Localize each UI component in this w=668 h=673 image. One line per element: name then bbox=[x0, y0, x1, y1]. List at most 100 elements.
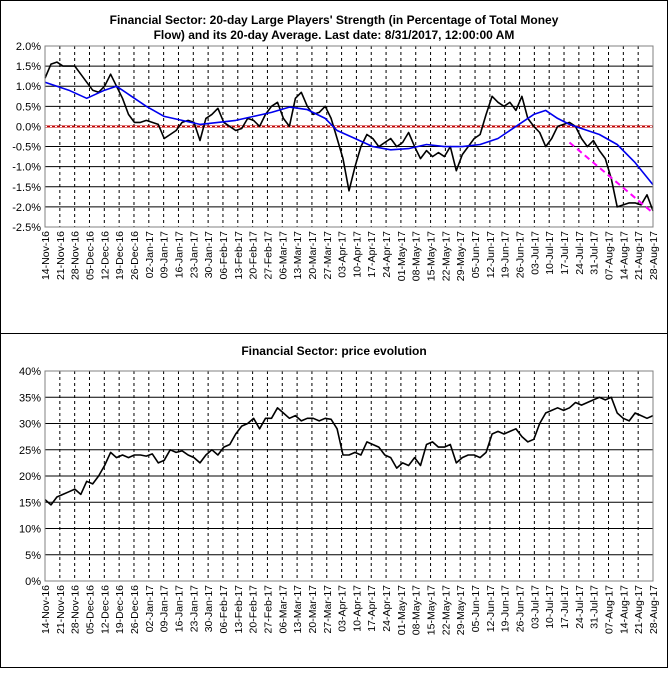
x-tick-label: 29-May-17 bbox=[455, 585, 467, 635]
series-line-1 bbox=[44, 61, 654, 212]
y-tick-label: 0.0% bbox=[16, 121, 41, 133]
x-tick-label: 05-Dec-16 bbox=[84, 231, 96, 280]
x-tick-label: 10-Apr-17 bbox=[351, 231, 363, 278]
x-tick-label: 10-Apr-17 bbox=[351, 585, 363, 632]
x-tick-label: 21-Aug-17 bbox=[633, 231, 645, 280]
y-tick-label: -0.5% bbox=[12, 142, 41, 154]
x-tick-label: 06-Mar-17 bbox=[277, 585, 289, 634]
x-tick-label: 08-May-17 bbox=[411, 231, 423, 281]
y-tick-label: 0% bbox=[25, 576, 41, 588]
x-tick-label: 26-Jun-17 bbox=[515, 231, 527, 278]
x-tick-label: 14-Nov-16 bbox=[40, 585, 52, 634]
series-line-3 bbox=[568, 141, 654, 214]
x-tick-label: 03-Jul-17 bbox=[529, 585, 541, 629]
x-tick-label: 13-Feb-17 bbox=[233, 585, 245, 634]
x-tick-label: 31-Jul-17 bbox=[589, 585, 601, 629]
x-tick-label: 27-Mar-17 bbox=[322, 231, 334, 280]
x-tick-label: 06-Mar-17 bbox=[277, 231, 289, 280]
x-tick-label: 05-Jun-17 bbox=[470, 231, 482, 278]
x-tick-label: 23-Jan-17 bbox=[188, 585, 200, 632]
x-tick-label: 21-Aug-17 bbox=[633, 585, 645, 634]
strength-chart-plot-area bbox=[44, 45, 654, 228]
y-tick-label: 20% bbox=[19, 471, 41, 483]
x-tick-label: 12-Jun-17 bbox=[485, 585, 497, 632]
x-tick-label: 01-May-17 bbox=[396, 231, 408, 281]
strength-chart-x-axis: 14-Nov-16 21-Nov-16 28-Nov-16 05-Dec-16 12-D… bbox=[40, 231, 660, 281]
x-tick-label: 19-Dec-16 bbox=[114, 231, 126, 280]
x-tick-label: 07-Aug-17 bbox=[604, 585, 616, 634]
price-chart-plot-area bbox=[44, 370, 654, 582]
x-tick-label: 09-Jan-17 bbox=[159, 585, 171, 632]
x-tick-label: 24-Apr-17 bbox=[381, 231, 393, 278]
x-tick-label: 09-Jan-17 bbox=[159, 231, 171, 278]
x-tick-label: 10-Jul-17 bbox=[544, 585, 556, 629]
x-tick-label: 13-Mar-17 bbox=[292, 231, 304, 280]
x-tick-label: 28-Nov-16 bbox=[70, 231, 82, 280]
x-tick-label: 31-Jul-17 bbox=[589, 231, 601, 275]
x-tick-label: 08-May-17 bbox=[411, 585, 423, 635]
x-tick-label: 26-Jun-17 bbox=[515, 585, 527, 632]
x-tick-label: 30-Jan-17 bbox=[203, 585, 215, 632]
series-line-2 bbox=[44, 81, 654, 186]
x-tick-label: 22-May-17 bbox=[440, 231, 452, 281]
y-tick-label: -1.5% bbox=[12, 182, 41, 194]
x-tick-label: 19-Dec-16 bbox=[114, 585, 126, 634]
x-tick-label: 28-Nov-16 bbox=[70, 585, 82, 634]
series-line-1 bbox=[44, 396, 654, 506]
y-tick-label: 30% bbox=[19, 419, 41, 431]
y-tick-label: 15% bbox=[19, 497, 41, 509]
x-tick-label: 03-Jul-17 bbox=[529, 231, 541, 275]
x-tick-label: 26-Dec-16 bbox=[129, 231, 141, 280]
x-tick-label: 06-Feb-17 bbox=[218, 585, 230, 634]
y-tick-label: 0.5% bbox=[16, 101, 41, 113]
y-tick-label: -2.0% bbox=[12, 202, 41, 214]
x-tick-label: 10-Jul-17 bbox=[544, 231, 556, 275]
x-tick-label: 27-Feb-17 bbox=[262, 585, 274, 634]
price-chart-series bbox=[44, 396, 654, 506]
x-tick-label: 24-Apr-17 bbox=[381, 585, 393, 632]
x-tick-label: 27-Mar-17 bbox=[322, 585, 334, 634]
y-tick-label: 40% bbox=[19, 366, 41, 378]
x-tick-label: 17-Jul-17 bbox=[559, 231, 571, 275]
x-tick-label: 30-Jan-17 bbox=[203, 231, 215, 278]
x-tick-label: 20-Mar-17 bbox=[307, 231, 319, 280]
x-tick-label: 22-May-17 bbox=[440, 585, 452, 635]
x-tick-label: 12-Dec-16 bbox=[99, 585, 111, 634]
x-tick-label: 02-Jan-17 bbox=[144, 585, 156, 632]
x-tick-label: 23-Jan-17 bbox=[188, 231, 200, 278]
x-tick-label: 06-Feb-17 bbox=[218, 231, 230, 280]
y-tick-label: -2.5% bbox=[12, 222, 41, 234]
x-tick-label: 17-Apr-17 bbox=[366, 231, 378, 278]
price-chart: Financial Sector: price evolution 40% 35%… bbox=[19, 344, 660, 635]
strength-chart-title-line-1: Financial Sector: 20-day Large Players' … bbox=[110, 13, 559, 27]
x-tick-label: 21-Nov-16 bbox=[55, 585, 67, 634]
x-tick-label: 20-Feb-17 bbox=[248, 585, 260, 634]
strength-chart: Financial Sector: 20-day Large Players' … bbox=[12, 13, 660, 281]
x-tick-label: 01-May-17 bbox=[396, 585, 408, 635]
x-tick-label: 12-Jun-17 bbox=[485, 231, 497, 278]
strength-chart-y-axis: 2.0% 1.5% 1.0% 0.5% 0.0% -0.5% -1.0% -1.5% -2.0%… bbox=[12, 41, 41, 234]
x-tick-label: 16-Jan-17 bbox=[173, 231, 185, 278]
strength-chart-series bbox=[44, 61, 654, 214]
x-tick-label: 26-Dec-16 bbox=[129, 585, 141, 634]
x-tick-label: 07-Aug-17 bbox=[604, 231, 616, 280]
x-tick-label: 12-Dec-16 bbox=[99, 231, 111, 280]
y-tick-label: 25% bbox=[19, 445, 41, 457]
x-tick-label: 05-Jun-17 bbox=[470, 585, 482, 632]
strength-chart-title-line-2: Flow) and its 20-day Average. Last date:… bbox=[154, 28, 515, 42]
x-tick-label: 28-Aug-17 bbox=[648, 585, 660, 634]
x-tick-label: 17-Apr-17 bbox=[366, 585, 378, 632]
x-tick-label: 17-Jul-17 bbox=[559, 585, 571, 629]
x-tick-label: 03-Apr-17 bbox=[337, 585, 349, 632]
price-chart-y-axis: 40% 35% 30% 25% 20% 15% 10% 5% 0% bbox=[19, 366, 41, 588]
strength-chart-gridlines bbox=[45, 46, 653, 227]
x-tick-label: 27-Feb-17 bbox=[262, 231, 274, 280]
y-tick-label: 35% bbox=[19, 392, 41, 404]
x-tick-label: 03-Apr-17 bbox=[337, 231, 349, 278]
x-tick-label: 15-May-17 bbox=[426, 231, 438, 281]
x-tick-label: 19-Jun-17 bbox=[500, 585, 512, 632]
x-tick-label: 24-Jul-17 bbox=[574, 231, 586, 275]
price-chart-x-axis: 14-Nov-16 21-Nov-16 28-Nov-16 05-Dec-16 12-D… bbox=[40, 585, 660, 635]
